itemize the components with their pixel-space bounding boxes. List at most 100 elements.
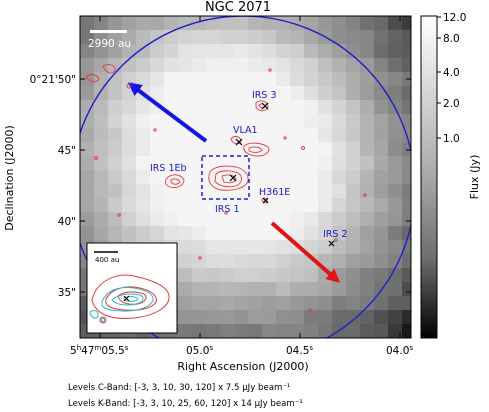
flux-pixel — [178, 296, 193, 311]
flux-pixel — [290, 156, 305, 171]
flux-pixel — [276, 30, 291, 45]
flux-pixel — [360, 142, 375, 157]
flux-pixel — [164, 212, 179, 227]
flux-pixel — [360, 86, 375, 101]
flux-pixel — [332, 58, 347, 73]
flux-pixel — [108, 170, 123, 185]
flux-pixel — [290, 72, 305, 87]
flux-pixel — [262, 156, 277, 171]
flux-pixel — [122, 58, 137, 73]
flux-pixel — [346, 142, 361, 157]
flux-pixel — [374, 268, 389, 283]
flux-pixel — [94, 212, 109, 227]
flux-pixel — [346, 100, 361, 115]
flux-pixel — [304, 268, 319, 283]
flux-pixel — [402, 156, 411, 171]
flux-pixel — [346, 58, 361, 73]
flux-pixel — [220, 72, 235, 87]
flux-pixel — [150, 114, 165, 129]
flux-pixel — [206, 212, 221, 227]
flux-pixel — [346, 72, 361, 87]
flux-pixel — [192, 226, 207, 241]
flux-pixel — [108, 30, 123, 45]
flux-pixel — [290, 142, 305, 157]
flux-pixel — [136, 128, 151, 143]
flux-pixel — [192, 282, 207, 297]
flux-pixel — [122, 128, 137, 143]
flux-pixel — [262, 226, 277, 241]
c-band-levels: Levels C-Band: [-3, 3, 10, 30, 120] x 7.… — [68, 383, 290, 393]
flux-pixel — [388, 324, 403, 338]
flux-pixel — [360, 268, 375, 283]
flux-pixel — [402, 212, 411, 227]
flux-pixel — [220, 114, 235, 129]
outflow-arrow-red — [270, 221, 341, 283]
flux-pixel — [318, 212, 333, 227]
flux-pixel — [374, 170, 389, 185]
flux-pixel — [262, 198, 277, 213]
flux-pixel — [360, 254, 375, 269]
flux-pixel — [248, 72, 263, 87]
flux-pixel — [262, 184, 277, 199]
flux-pixel — [304, 240, 319, 255]
flux-pixel — [290, 212, 305, 227]
flux-pixel — [346, 86, 361, 101]
flux-pixel — [304, 16, 319, 31]
flux-pixel — [262, 30, 277, 45]
flux-pixel — [304, 58, 319, 73]
flux-pixel — [290, 128, 305, 143]
flux-pixel — [402, 310, 411, 325]
label-irs2: IRS 2 — [323, 229, 348, 240]
y-axis-label: Declination (J2000) — [3, 125, 16, 231]
flux-pixel — [402, 86, 411, 101]
flux-pixel — [192, 240, 207, 255]
flux-pixel — [374, 58, 389, 73]
flux-pixel — [150, 156, 165, 171]
flux-pixel — [94, 128, 109, 143]
flux-pixel — [206, 156, 221, 171]
flux-pixel — [388, 254, 403, 269]
flux-pixel — [136, 58, 151, 73]
flux-pixel — [276, 324, 291, 338]
flux-pixel — [388, 86, 403, 101]
flux-pixel — [262, 170, 277, 185]
flux-pixel — [276, 114, 291, 129]
flux-pixel — [360, 58, 375, 73]
y-tick-2: 40" — [58, 216, 76, 228]
flux-pixel — [94, 184, 109, 199]
flux-pixel — [388, 198, 403, 213]
flux-pixel — [388, 128, 403, 143]
flux-pixel — [318, 240, 333, 255]
flux-pixel — [206, 114, 221, 129]
flux-pixel — [318, 72, 333, 87]
flux-pixel — [94, 142, 109, 157]
flux-pixel — [360, 310, 375, 325]
flux-pixel — [346, 128, 361, 143]
flux-pixel — [178, 240, 193, 255]
flux-pixel — [262, 268, 277, 283]
flux-pixel — [388, 184, 403, 199]
label-vla1: VLA1 — [233, 125, 258, 136]
flux-pixel — [206, 310, 221, 325]
flux-pixel — [360, 100, 375, 115]
flux-pixel — [206, 198, 221, 213]
flux-pixel — [360, 44, 375, 59]
colorbar: 12.0 8.0 4.0 2.0 1.0 Flux (Jy) — [420, 12, 481, 339]
flux-pixel — [276, 212, 291, 227]
flux-pixel — [178, 86, 193, 101]
x-axis — [99, 16, 401, 338]
flux-pixel — [276, 100, 291, 115]
flux-pixel — [178, 268, 193, 283]
flux-pixel — [150, 86, 165, 101]
flux-pixel — [360, 128, 375, 143]
flux-pixel — [290, 170, 305, 185]
flux-pixel — [388, 212, 403, 227]
flux-pixel — [388, 156, 403, 171]
label-irs3: IRS 3 — [252, 90, 277, 101]
flux-pixel — [108, 100, 123, 115]
flux-pixel — [234, 16, 249, 31]
flux-pixel — [262, 296, 277, 311]
label-irs1: IRS 1 — [215, 204, 240, 215]
flux-pixel — [388, 170, 403, 185]
flux-pixel — [290, 324, 305, 338]
